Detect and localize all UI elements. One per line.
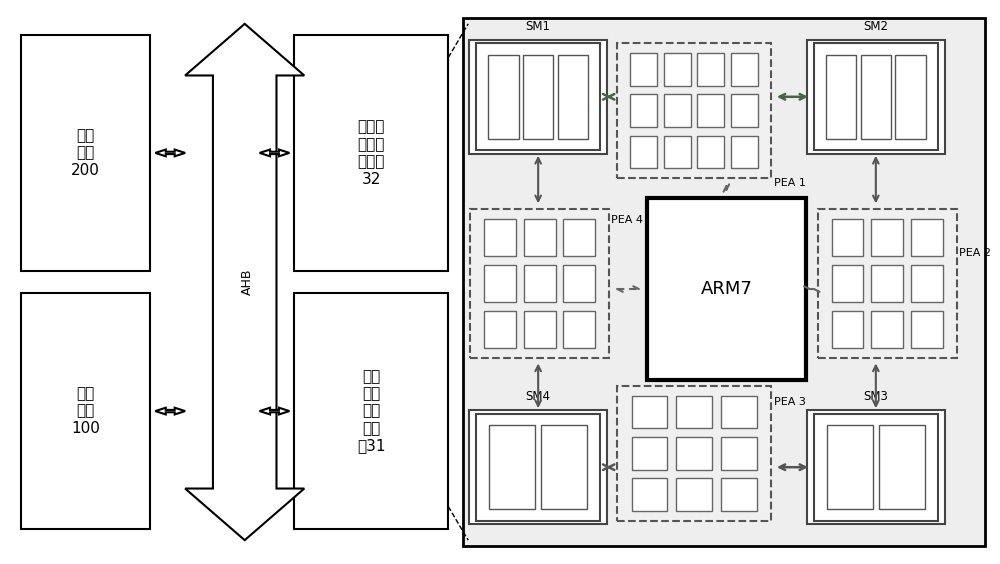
Text: ARM7: ARM7	[700, 280, 752, 298]
Bar	[630, 53, 657, 86]
Text: PEA 1: PEA 1	[774, 178, 806, 188]
Text: 第二可
重构处
理单元
32: 第二可 重构处 理单元 32	[358, 120, 385, 187]
Bar	[489, 425, 535, 509]
Bar	[861, 55, 891, 139]
Bar	[558, 55, 588, 139]
Bar	[879, 425, 925, 509]
Bar	[676, 395, 712, 429]
Bar	[731, 135, 758, 169]
Polygon shape	[260, 408, 289, 415]
Bar	[523, 55, 553, 139]
Polygon shape	[260, 149, 289, 156]
Text: SM1: SM1	[526, 20, 551, 33]
Bar	[294, 293, 448, 529]
Polygon shape	[155, 149, 185, 156]
Bar	[524, 265, 556, 302]
Bar	[469, 410, 607, 525]
Bar	[697, 135, 724, 169]
Bar	[21, 293, 150, 529]
Bar	[632, 395, 667, 429]
Bar	[470, 209, 609, 358]
Bar	[895, 55, 926, 139]
Bar	[476, 414, 600, 521]
Bar	[630, 135, 657, 169]
Bar	[563, 311, 595, 347]
Bar	[469, 39, 607, 154]
Bar	[632, 437, 667, 470]
Text: PEA 4: PEA 4	[611, 215, 643, 224]
Bar	[832, 219, 863, 256]
Bar	[21, 35, 150, 271]
Bar	[664, 94, 691, 127]
Bar	[871, 219, 903, 256]
Bar	[524, 219, 556, 256]
Text: AHB: AHB	[241, 269, 254, 295]
Bar	[832, 265, 863, 302]
Bar	[871, 265, 903, 302]
Bar	[541, 425, 587, 509]
Bar	[294, 35, 448, 271]
Bar	[484, 265, 516, 302]
Bar	[630, 94, 657, 127]
Text: PEA 3: PEA 3	[774, 397, 806, 407]
Bar	[731, 53, 758, 86]
Polygon shape	[155, 408, 185, 415]
Text: SM2: SM2	[863, 20, 888, 33]
Bar	[721, 437, 757, 470]
Bar	[617, 386, 771, 521]
Bar	[664, 53, 691, 86]
Bar	[697, 53, 724, 86]
Bar	[807, 39, 945, 154]
Bar	[911, 219, 943, 256]
Bar	[814, 414, 938, 521]
Text: 主控
制器
100: 主控 制器 100	[71, 386, 100, 436]
Text: 主存
储器
200: 主存 储器 200	[71, 128, 100, 178]
Bar	[832, 311, 863, 347]
Bar	[911, 265, 943, 302]
Bar	[484, 219, 516, 256]
Bar	[676, 437, 712, 470]
Bar	[632, 478, 667, 511]
Bar	[676, 478, 712, 511]
Text: PEA 2: PEA 2	[959, 248, 991, 258]
Bar	[484, 311, 516, 347]
Bar	[563, 219, 595, 256]
Bar	[827, 425, 873, 509]
Bar	[826, 55, 856, 139]
Bar	[721, 478, 757, 511]
Bar	[731, 94, 758, 127]
Text: SM4: SM4	[526, 390, 551, 403]
Polygon shape	[185, 24, 304, 540]
Bar	[463, 18, 985, 546]
Bar	[476, 43, 600, 150]
Bar	[524, 311, 556, 347]
Bar	[617, 43, 771, 178]
Bar	[647, 198, 806, 380]
Bar	[488, 55, 519, 139]
Bar	[911, 311, 943, 347]
Text: SM3: SM3	[863, 390, 888, 403]
Bar	[697, 94, 724, 127]
Bar	[721, 395, 757, 429]
Bar	[818, 209, 957, 358]
Bar	[871, 311, 903, 347]
Bar	[664, 135, 691, 169]
Bar	[807, 410, 945, 525]
Bar	[814, 43, 938, 150]
Bar	[563, 265, 595, 302]
Text: 第一
可重
构处
理单
到31: 第一 可重 构处 理单 到31	[357, 369, 386, 453]
